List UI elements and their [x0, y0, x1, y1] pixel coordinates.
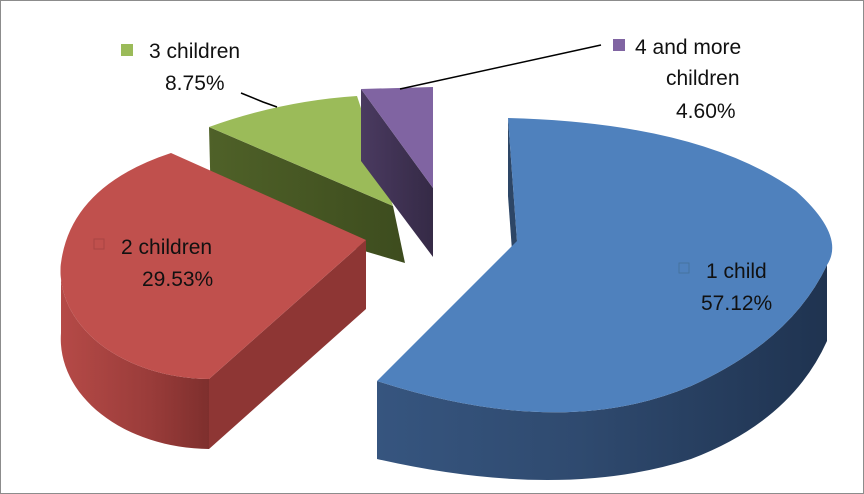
- legend-key-4-and-more: [613, 39, 625, 51]
- label-1-child-value: 57.12%: [701, 292, 772, 315]
- label-1-child-name: 1 child: [706, 260, 767, 283]
- label-4-and-more-name-2: children: [666, 67, 740, 90]
- legend-key-1-child: [678, 262, 690, 274]
- slice-1-child-side: [377, 265, 827, 480]
- label-3-children-value: 8.75%: [165, 72, 225, 95]
- slice-3-children: [209, 96, 405, 263]
- slice-1-child-top: [377, 118, 833, 413]
- label-4-and-more-name: 4 and more: [635, 36, 741, 59]
- leader-line-4-and-more: [399, 44, 602, 90]
- slice-2-children: [60, 153, 367, 449]
- label-3-children-name: 3 children: [149, 40, 240, 63]
- slice-2-children-top: [60, 153, 367, 379]
- legend-key-3-children: [121, 44, 133, 56]
- slice-4-and-more-top: [361, 87, 433, 188]
- legend-key-2-children: [93, 238, 105, 250]
- slice-4-and-more-children: [361, 87, 433, 257]
- slice-4-and-more-side: [361, 89, 433, 257]
- leader-line-3-children: [240, 92, 278, 108]
- slice-2-children-wall: [209, 240, 366, 449]
- slice-1-child: [377, 118, 833, 480]
- label-2-children-name: 2 children: [121, 236, 212, 259]
- label-4-and-more-value: 4.60%: [676, 100, 736, 123]
- slice-3-children-side: [209, 127, 405, 263]
- slice-3-children-top: [209, 96, 393, 206]
- slice-2-children-side: [60, 263, 210, 449]
- label-2-children-value: 29.53%: [142, 268, 213, 291]
